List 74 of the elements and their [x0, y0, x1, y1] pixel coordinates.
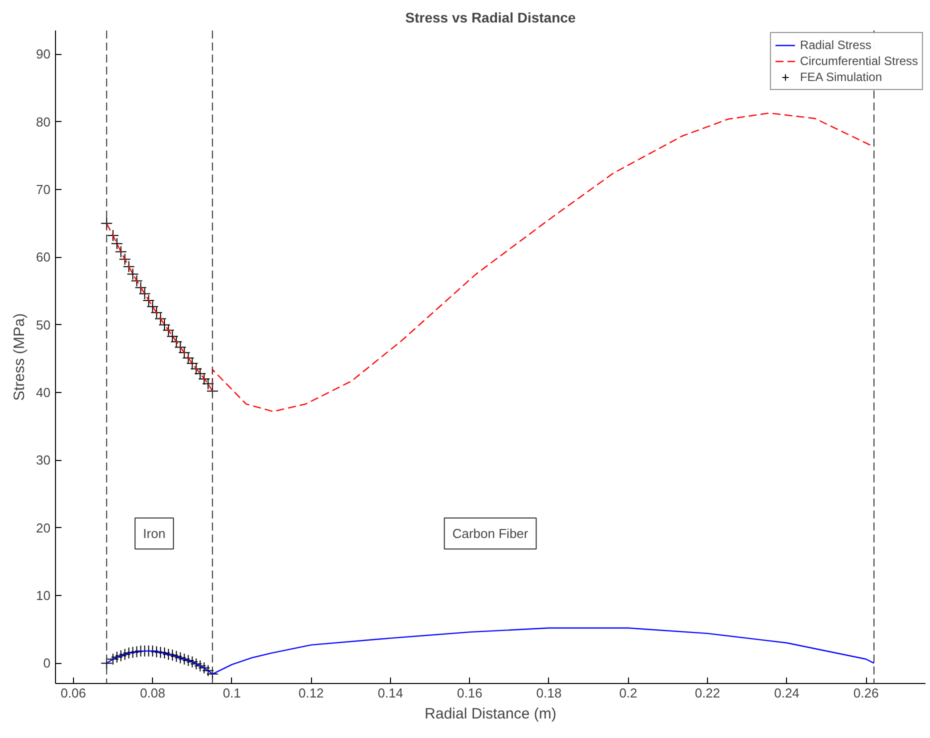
point	[186, 656, 198, 668]
point	[150, 646, 163, 658]
point	[118, 648, 131, 660]
point	[142, 294, 155, 306]
x-tick-label: 0.2	[619, 686, 638, 700]
y-tick-label: 0	[43, 656, 51, 671]
y-tick-label: 40	[36, 385, 51, 400]
point	[182, 352, 194, 364]
legend-label: FEA Simulation	[800, 69, 882, 85]
y-tick-label: 10	[36, 588, 51, 604]
point	[166, 330, 178, 342]
legend-label: Circumferential Stress	[800, 53, 918, 69]
point	[114, 650, 127, 662]
line-series	[106, 112, 875, 412]
point	[186, 357, 198, 370]
x-tick-label: 0.1	[222, 686, 241, 700]
point	[166, 649, 178, 662]
y-tick-label: 60	[36, 250, 51, 265]
annotation: Carbon Fiber	[452, 526, 529, 541]
y-tick-label: 20	[36, 520, 51, 536]
point	[114, 246, 127, 258]
x-axis-title: Radial Distance (m)	[424, 706, 556, 722]
x-tick-label: 0.06	[60, 686, 86, 700]
point	[178, 346, 190, 359]
point	[202, 664, 214, 677]
x-tick-label: 0.16	[457, 686, 482, 700]
point	[174, 341, 186, 354]
point	[194, 368, 206, 380]
point	[202, 378, 214, 390]
point	[130, 274, 143, 287]
y-tick-label: 80	[36, 114, 51, 130]
y-tick-label: 70	[36, 182, 51, 198]
point	[162, 324, 174, 336]
point	[110, 651, 123, 664]
point	[190, 658, 202, 670]
point	[126, 268, 139, 280]
x-tick-label: 0.24	[774, 686, 800, 700]
point	[178, 653, 190, 666]
point	[190, 362, 202, 375]
point	[162, 648, 174, 660]
x-tick-label: 0.12	[298, 686, 324, 700]
point	[118, 253, 131, 266]
point	[170, 336, 182, 348]
annotation: Iron	[143, 526, 166, 541]
line-series	[106, 627, 875, 675]
point	[138, 288, 151, 300]
point	[170, 650, 182, 662]
legend-label: Radial Stress	[800, 37, 872, 53]
point	[198, 662, 210, 674]
point	[134, 282, 147, 294]
point	[182, 654, 194, 666]
y-tick-label: 50	[36, 317, 51, 332]
point	[198, 372, 210, 385]
y-axis-title: Stress (MPa)	[11, 313, 28, 401]
point	[126, 646, 139, 658]
x-tick-label: 0.18	[536, 686, 562, 700]
point	[174, 652, 186, 664]
point	[122, 260, 135, 273]
point	[110, 238, 123, 250]
y-tick-label: 90	[36, 46, 51, 62]
x-tick-label: 0.08	[140, 686, 166, 700]
y-tick-label: 30	[36, 452, 51, 468]
point	[194, 660, 206, 672]
x-tick-label: 0.22	[694, 686, 720, 700]
point	[154, 646, 167, 658]
point	[158, 318, 170, 331]
point	[146, 300, 159, 313]
x-tick-label: 0.14	[378, 686, 404, 700]
x-tick-label: 0.26	[853, 686, 879, 700]
point	[122, 647, 135, 660]
point	[150, 306, 163, 319]
chart-title: Stress vs Radial Distance	[405, 10, 576, 26]
point	[154, 312, 167, 325]
point	[106, 230, 119, 242]
